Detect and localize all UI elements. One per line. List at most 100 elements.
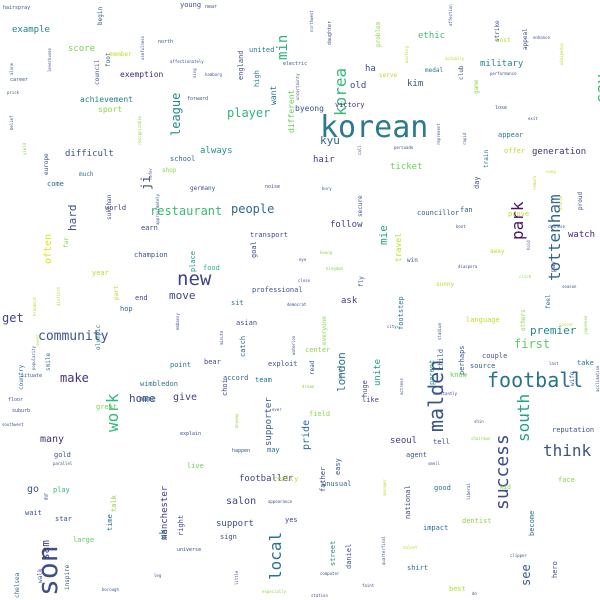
word-team: team <box>255 376 272 384</box>
word-quarterfinal: quarterfinal <box>381 536 386 565</box>
word-mie: mie <box>377 225 390 245</box>
word-right: right <box>177 514 185 536</box>
word-southwest: southwest <box>2 422 24 427</box>
word-daniel: daniel <box>345 543 353 569</box>
word-name: name <box>139 395 156 403</box>
word-field: field <box>309 410 331 418</box>
word-happen: happen <box>232 448 251 454</box>
word-earn: earn <box>141 224 158 232</box>
word-asian: asian <box>236 319 258 327</box>
word-strike: strike <box>494 20 501 42</box>
word-councillor: councillor <box>417 209 460 217</box>
word-football: football <box>487 368 584 392</box>
word-wife: wife <box>569 371 576 386</box>
word-smell: smell <box>428 461 441 466</box>
word-computer: computer <box>320 571 340 576</box>
word-may: may <box>267 446 280 454</box>
word-tell: tell <box>433 438 450 446</box>
word-forward: forward <box>187 96 209 102</box>
word-unusual: unusual <box>322 480 352 488</box>
word-germany: germany <box>190 185 216 192</box>
word-appear: appear <box>498 131 524 139</box>
word-transport: transport <box>250 231 288 239</box>
word-walk: walk <box>37 568 44 583</box>
word-give: give <box>173 392 198 403</box>
word-really: really <box>273 475 299 483</box>
word-professional: professional <box>252 286 303 294</box>
word-council: council <box>94 59 101 85</box>
word-alone: alone <box>9 62 14 75</box>
word-live: live <box>187 462 204 470</box>
word-great: great <box>96 403 118 411</box>
word-club: club <box>458 65 465 80</box>
word-mr: mr <box>43 492 50 500</box>
word-young: young <box>180 1 202 9</box>
word-career: career <box>10 77 29 83</box>
word-work: work <box>103 393 122 432</box>
word-appeal: appeal <box>522 28 529 50</box>
word-liberal: liberal <box>466 483 471 500</box>
word-lose: lose <box>495 105 508 111</box>
word-rapid: rapid <box>462 132 467 145</box>
word-pay: pay <box>550 261 557 272</box>
word-catch: catch <box>239 335 247 357</box>
word-prove: prove <box>508 210 530 218</box>
word-ever: ever <box>272 407 282 412</box>
word-chairman: chairman <box>471 436 491 441</box>
word-distinct: distinct <box>56 286 61 306</box>
word-anyway: anyway <box>234 413 239 428</box>
word-northwest: northwest <box>309 10 314 32</box>
word-wikipedia: wikipedia <box>559 43 564 65</box>
word-win: win <box>407 257 418 264</box>
word-ethic: ethic <box>418 31 446 41</box>
word-city: city <box>387 324 397 329</box>
word-others: others <box>520 309 527 331</box>
word-gold: gold <box>54 451 71 459</box>
word-click: click <box>519 274 532 279</box>
word-offer: offer <box>504 147 526 155</box>
word-reputation: reputation <box>552 426 595 434</box>
word-victory: victory <box>335 101 365 109</box>
word-stadium: stadium <box>437 323 442 340</box>
word-hard: hard <box>66 204 79 232</box>
word-away: away <box>490 248 505 255</box>
word-choi: choi <box>221 379 229 396</box>
word-performance: performance <box>490 71 517 76</box>
word-min: min <box>275 34 291 60</box>
word-shop: shop <box>162 167 177 174</box>
word-call: call <box>357 145 362 155</box>
word-child: child <box>437 348 445 370</box>
word-fly: fly <box>358 276 365 287</box>
word-talk: talk <box>110 495 118 512</box>
word-go: go <box>27 484 40 495</box>
word-station: station <box>311 593 328 598</box>
word-manager: manager <box>382 479 387 496</box>
word-season: season <box>562 284 577 289</box>
word-watch: watch <box>568 230 596 240</box>
word-difficult: difficult <box>65 149 114 159</box>
word-dentist: dentist <box>462 517 492 525</box>
word-huge: huge <box>361 380 369 397</box>
word-shirt: shirt <box>407 564 429 572</box>
word-impact: impact <box>423 524 449 532</box>
word-close: close <box>298 278 311 283</box>
word-ask: ask <box>341 296 358 306</box>
word-everyone: everyone <box>321 316 328 345</box>
word-feel: feel <box>545 294 552 309</box>
word-sign: sign <box>220 533 237 541</box>
word-come: come <box>47 180 64 188</box>
word-sunny: sunny <box>436 281 455 288</box>
word-see: see <box>519 564 533 586</box>
word-goal: goal <box>250 241 258 258</box>
word-shin: shin <box>474 419 484 424</box>
word-always: always <box>200 146 233 156</box>
word-smile: smile <box>45 352 52 371</box>
word-train: train <box>483 149 490 168</box>
word-get: get <box>2 311 24 325</box>
word-new: new <box>177 268 212 290</box>
word-leg: leg <box>154 573 162 578</box>
word-local: local <box>266 531 285 580</box>
word-take: take <box>577 359 594 367</box>
word-like: like <box>362 396 379 404</box>
